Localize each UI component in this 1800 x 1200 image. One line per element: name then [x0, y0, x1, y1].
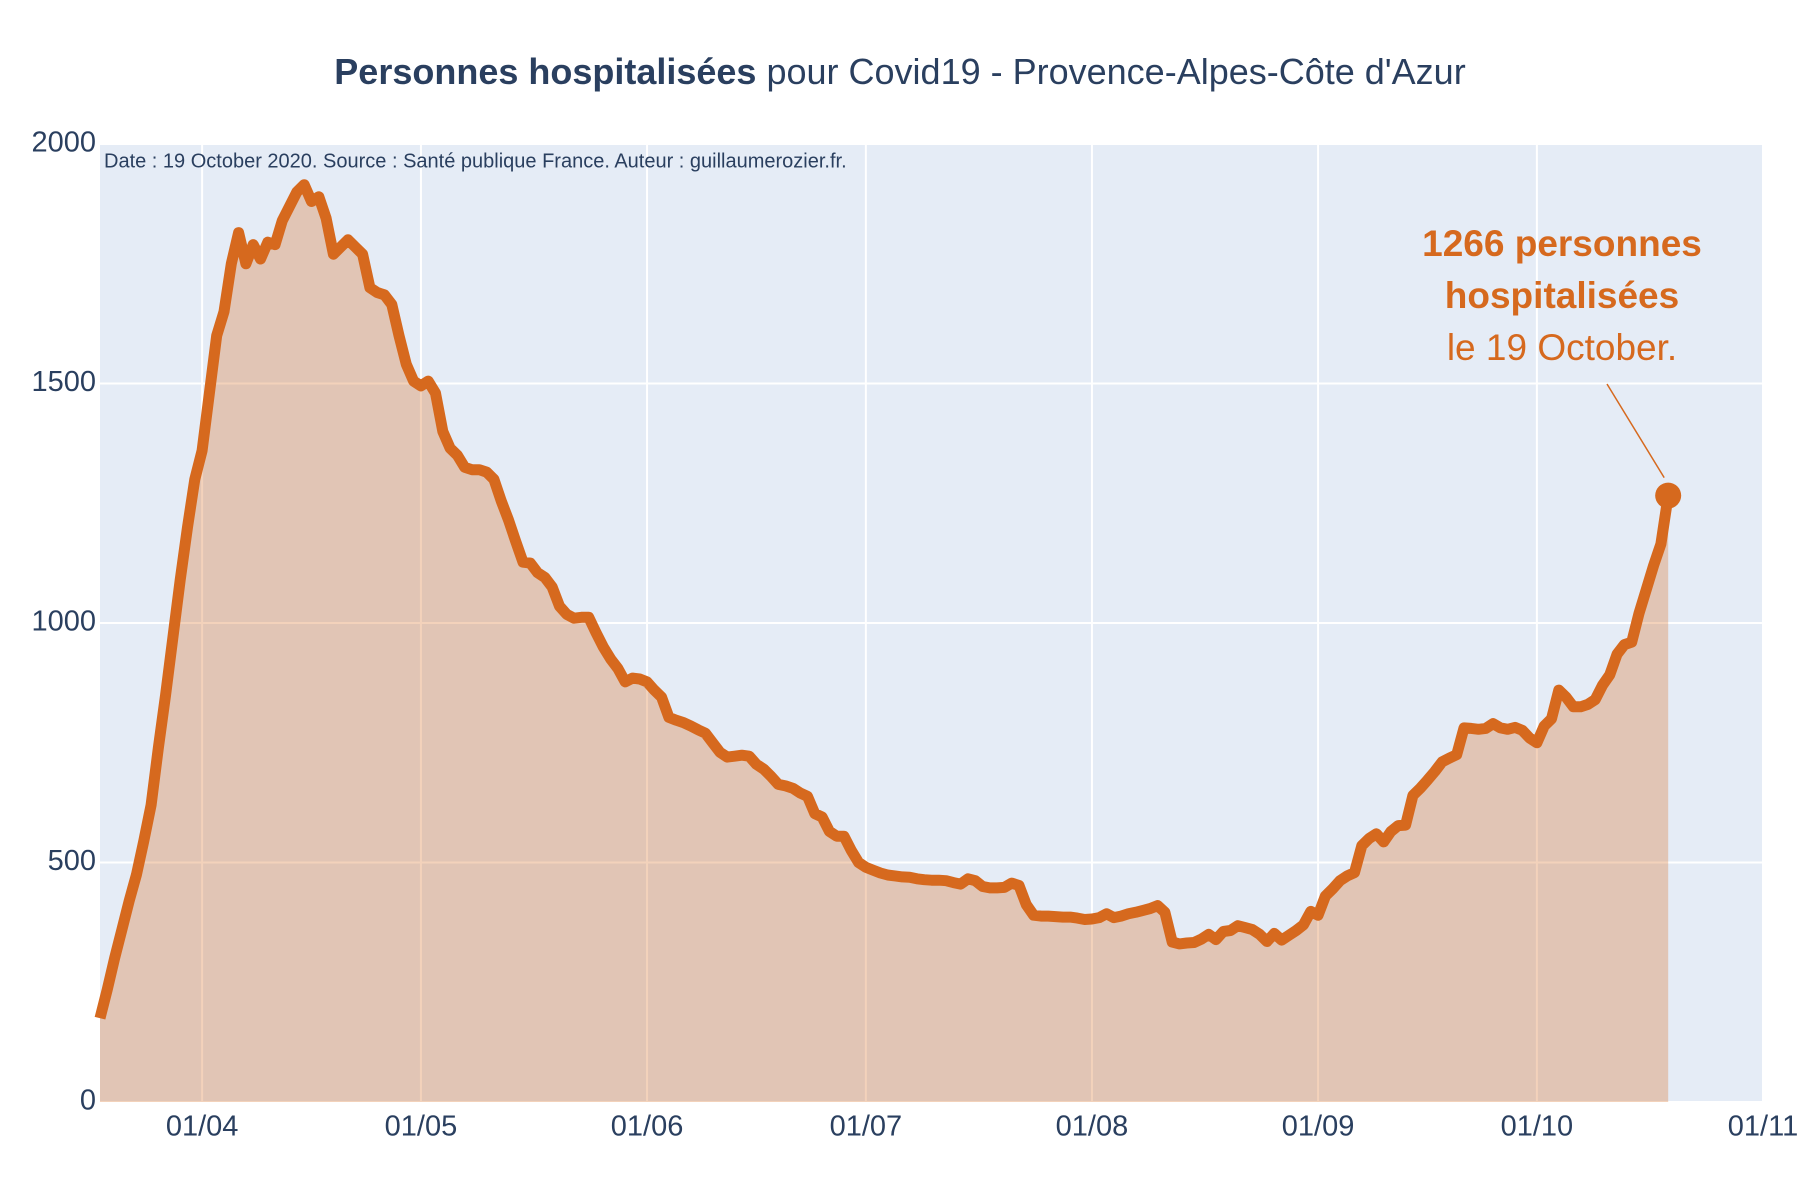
y-tick-label: 2000: [31, 127, 96, 159]
subtitle: Date : 19 October 2020. Source : Santé p…: [104, 150, 847, 172]
y-tick-label: 500: [48, 845, 96, 877]
x-tick-label: 01/10: [1501, 1111, 1574, 1143]
x-tick-label: 01/07: [830, 1111, 903, 1143]
title-bold: Personnes hospitalisées: [334, 51, 756, 92]
x-tick-label: 01/05: [385, 1111, 458, 1143]
y-tick-label: 0: [80, 1085, 96, 1117]
x-tick-label: 01/06: [611, 1111, 684, 1143]
x-tick-label: 01/04: [166, 1111, 239, 1143]
y-tick-label: 1000: [31, 606, 96, 638]
x-tick-label: 01/08: [1056, 1111, 1129, 1143]
x-tick-label: 01/11: [1728, 1111, 1798, 1143]
chart-title: Personnes hospitalisées pour Covid19 - P…: [334, 51, 1465, 92]
annotation-arrow: [1606, 383, 1665, 478]
annotation-text: le 19 October.: [1447, 327, 1677, 368]
area: [100, 184, 1669, 1102]
last-point: [1655, 482, 1682, 509]
annotation-text: hospitalisées: [1445, 275, 1679, 316]
x-tick-label: 01/09: [1282, 1111, 1355, 1143]
line: [94, 179, 1674, 1020]
grid: [100, 143, 1764, 1103]
title-rest: pour Covid19 - Provence-Alpes-Côte d'Azu…: [766, 51, 1465, 92]
marks: [94, 179, 1682, 1102]
annotation-text: 1266 personnes: [1422, 223, 1702, 264]
y-tick-label: 1500: [31, 366, 96, 398]
